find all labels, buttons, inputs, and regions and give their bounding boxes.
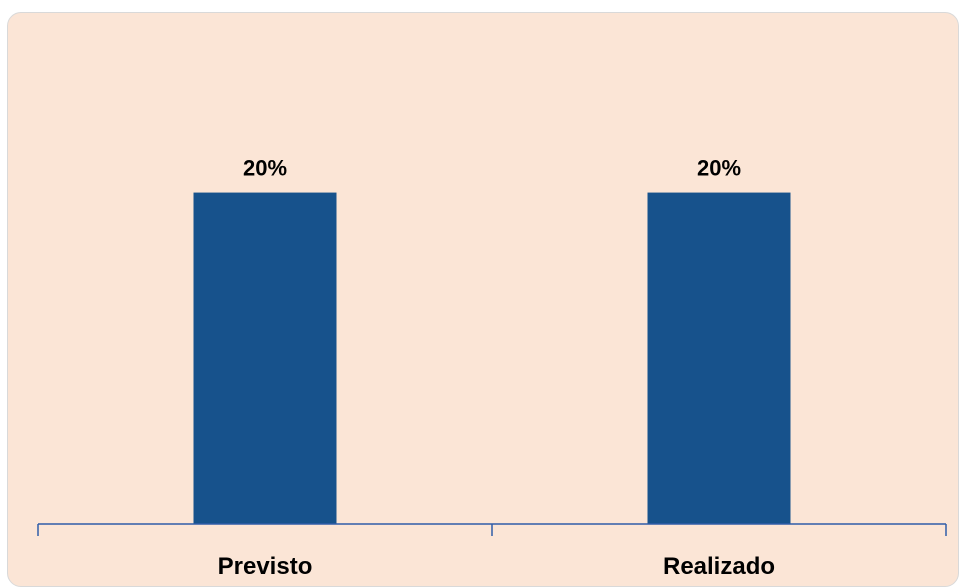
x-tick-labels-group: Previsto Realizado bbox=[218, 553, 775, 580]
bar-previsto bbox=[193, 192, 337, 525]
x-tick-label-realizado: Realizado bbox=[663, 553, 775, 580]
x-tick-label-previsto: Previsto bbox=[218, 553, 313, 580]
bars-group bbox=[193, 192, 791, 525]
data-labels-group: 20% 20% bbox=[243, 156, 741, 181]
data-label-previsto: 20% bbox=[243, 156, 287, 181]
bar-realizado bbox=[647, 192, 791, 525]
chart-area bbox=[7, 12, 959, 587]
data-label-realizado: 20% bbox=[697, 156, 741, 181]
x-axis bbox=[37, 523, 947, 536]
